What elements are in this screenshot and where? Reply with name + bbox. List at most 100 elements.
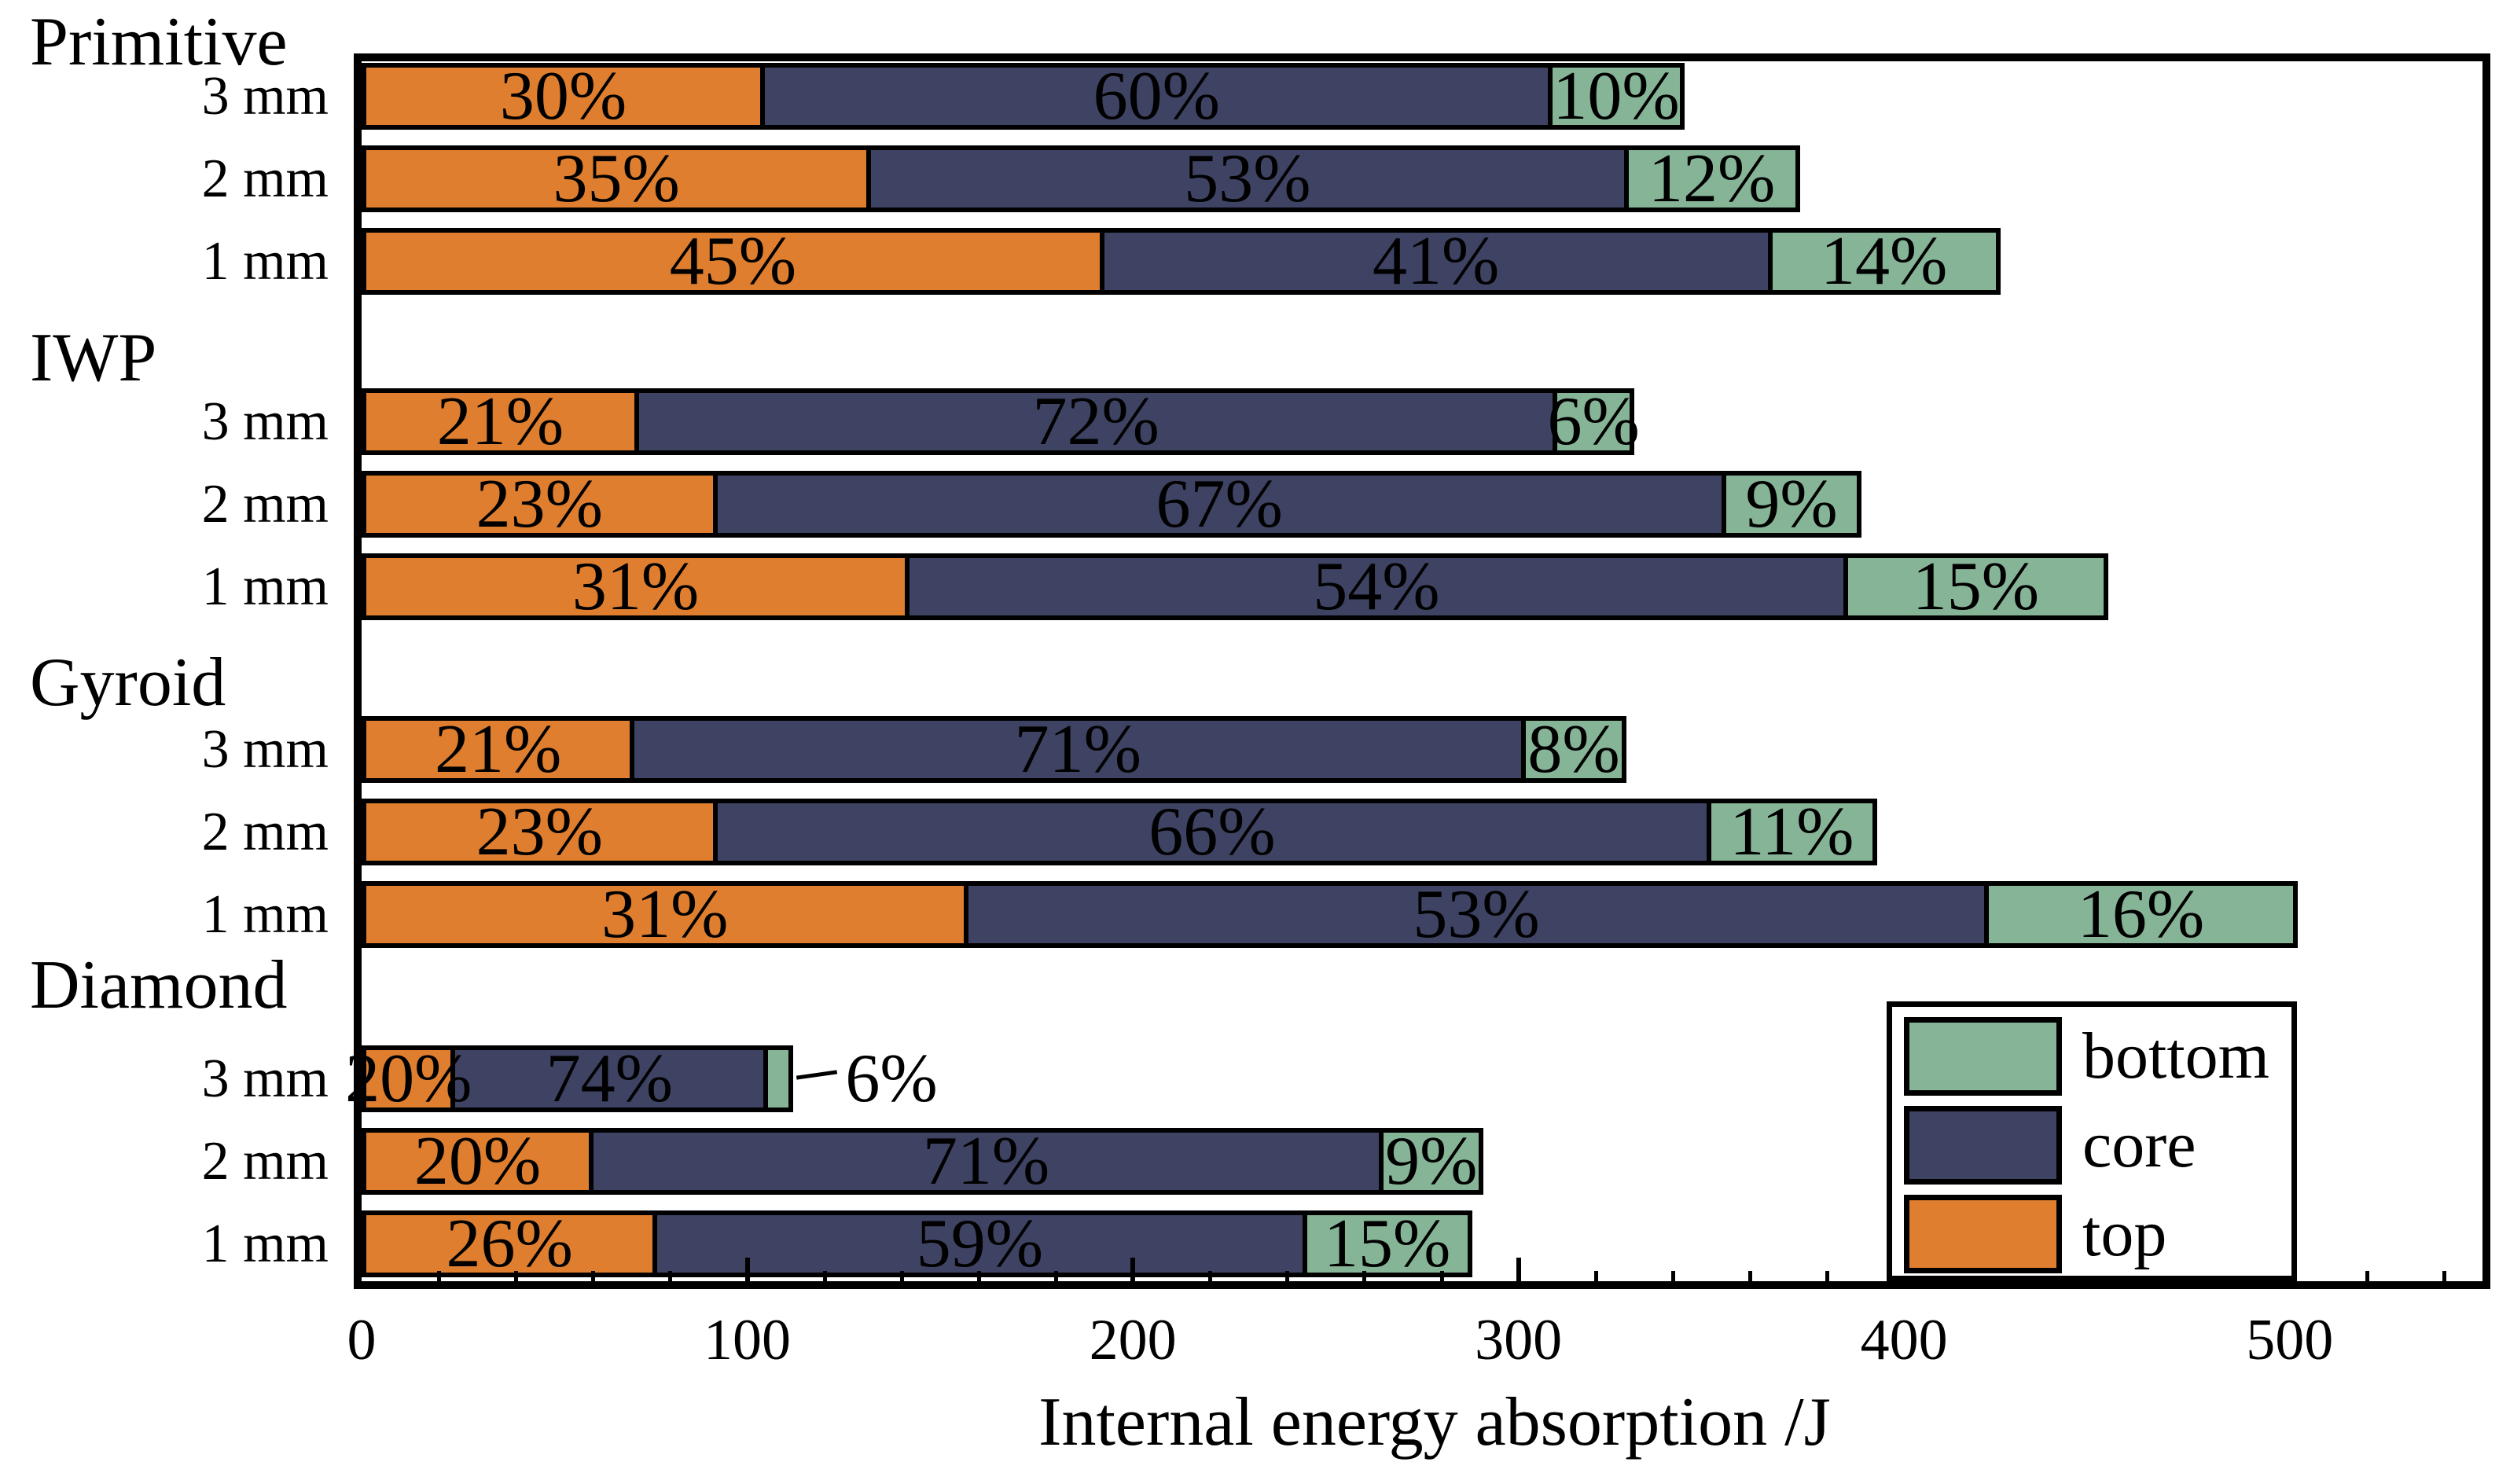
segment-top: 23%: [366, 469, 713, 538]
segment-percent-label: 74%: [546, 1040, 673, 1117]
x-axis-minor-tick: [976, 1271, 981, 1281]
segment-core: 67%: [712, 469, 1722, 538]
row-label: 3 mm: [201, 391, 329, 452]
segment-core: 72%: [634, 387, 1553, 456]
segment-top: 20%: [345, 1044, 472, 1113]
segment-bottom: 9%: [1379, 1126, 1479, 1196]
segment-percent-label: 11%: [1729, 793, 1854, 870]
bar-diamond-3mm: 20% 74%: [345, 1044, 794, 1113]
x-axis-major-tick: [1516, 1258, 1521, 1281]
segment-percent-label: 8%: [1527, 711, 1620, 788]
legend-label-core: core: [2082, 1108, 2196, 1181]
x-axis-minor-tick: [1439, 1271, 1444, 1281]
segment-percent-label: 31%: [601, 876, 729, 953]
x-axis-title: Internal energy absorption /J: [1038, 1384, 1831, 1460]
segment-percent-label: 71%: [1014, 711, 1141, 788]
x-axis-minor-tick: [1053, 1271, 1058, 1281]
row-label: 1 mm: [201, 1214, 329, 1274]
segment-bottom: 6%: [1547, 387, 1639, 456]
segment-percent-label: 12%: [1648, 140, 1776, 217]
bar-diamond-1mm: 26% 59% 15%: [362, 1205, 1472, 1282]
x-axis-tick-label: 300: [1475, 1308, 1563, 1372]
legend-label-top: top: [2082, 1197, 2167, 1270]
x-axis-tick-label: 400: [1860, 1308, 1948, 1372]
row-label: 2 mm: [201, 1131, 329, 1192]
bar-primitive-2mm: 35% 53% 12%: [362, 140, 1800, 217]
segment-percent-label: 41%: [1373, 222, 1500, 299]
legend-swatch-top: [1904, 1195, 2062, 1273]
segment-percent-label: 6%: [1547, 383, 1640, 460]
segment-percent-label: 9%: [1745, 465, 1838, 542]
segment-percent-label: 14%: [1821, 222, 1948, 299]
legend: bottom core top: [1887, 1001, 2297, 1281]
row-label: 3 mm: [201, 66, 329, 127]
segment-percent-label: 72%: [1032, 383, 1159, 460]
x-axis-minor-tick: [668, 1271, 673, 1281]
segment-bottom: 8%: [1521, 714, 1622, 784]
row-label: 2 mm: [201, 802, 329, 862]
x-axis-minor-tick: [1593, 1271, 1598, 1281]
segment-bottom: 14%: [1767, 226, 1996, 296]
segment-percent-label: 35%: [553, 140, 680, 217]
segment-bottom: 11%: [1707, 797, 1872, 866]
segment-bottom: [763, 1050, 789, 1107]
segment-bottom: 9%: [1721, 469, 1858, 538]
bar-diamond-2mm: 20% 71% 9%: [362, 1126, 1484, 1196]
segment-top: 21%: [366, 387, 634, 456]
x-axis-tick-label: 100: [704, 1308, 792, 1372]
bar-gyroid-1mm: 31% 53% 16%: [362, 876, 2298, 953]
segment-top: 23%: [366, 797, 713, 866]
segment-percent-label: 67%: [1156, 465, 1283, 542]
bar-gyroid-3mm: 21% 71% 8%: [362, 711, 1626, 788]
segment-percent-label: 16%: [2077, 876, 2205, 953]
segment-top: 20%: [366, 1126, 590, 1196]
x-axis-minor-tick: [899, 1271, 904, 1281]
legend-swatch-core: [1904, 1106, 2062, 1185]
x-axis-tick-label: 0: [347, 1308, 377, 1372]
plot-area: 30% 60% 10% 35% 53% 12% 45% 41% 14% 21% 72% 6% 23% 67…: [345, 53, 2490, 1289]
segment-core: 53%: [963, 880, 1985, 949]
segment-core: 60%: [760, 61, 1549, 130]
segment-top: 35%: [366, 144, 867, 213]
group-label-iwp: IWP: [30, 320, 157, 396]
x-axis-minor-tick: [514, 1271, 519, 1281]
row-label: 3 mm: [201, 719, 329, 780]
segment-bottom: 15%: [1302, 1209, 1468, 1278]
segment-percent-label: 30%: [499, 57, 627, 134]
bar-primitive-1mm: 45% 41% 14%: [362, 222, 2001, 299]
segment-percent-label: 59%: [916, 1205, 1044, 1282]
row-label: 1 mm: [201, 556, 329, 617]
segment-percent-label: 9%: [1385, 1122, 1478, 1199]
segment-percent-label: 66%: [1148, 793, 1276, 870]
segment-top: 26%: [366, 1209, 653, 1278]
row-label: 2 mm: [201, 474, 329, 534]
x-axis-tick-label: 200: [1089, 1308, 1177, 1372]
segment-bottom: 16%: [1984, 880, 2293, 949]
legend-label-bottom: bottom: [2082, 1019, 2270, 1093]
segment-top: 30%: [366, 61, 761, 130]
segment-percent-label: 15%: [1324, 1205, 1451, 1282]
segment-core: 74%: [450, 1044, 764, 1113]
row-label: 1 mm: [201, 884, 329, 945]
segment-percent-label: 53%: [1413, 876, 1540, 953]
segment-percent-label: 71%: [922, 1122, 1050, 1199]
segment-top: 21%: [366, 714, 630, 784]
segment-percent-label: 45%: [669, 222, 797, 299]
segment-core: 54%: [905, 552, 1843, 621]
row-label: 3 mm: [201, 1049, 329, 1109]
segment-core: 53%: [866, 144, 1624, 213]
x-axis-minor-tick: [437, 1271, 442, 1281]
group-label-diamond: Diamond: [30, 947, 288, 1023]
x-axis-minor-tick: [1208, 1271, 1213, 1281]
segment-percent-label: 23%: [476, 793, 603, 870]
bar-primitive-3mm: 30% 60% 10%: [362, 61, 1685, 130]
segment-percent-label: 21%: [436, 383, 564, 460]
segment-core: 66%: [712, 797, 1707, 866]
row-label: 1 mm: [201, 231, 329, 292]
callout-percent-label: 6%: [845, 1040, 938, 1117]
x-axis-minor-tick: [591, 1271, 596, 1281]
segment-core: 71%: [589, 1126, 1380, 1196]
x-axis-minor-tick: [1362, 1271, 1367, 1281]
segment-percent-label: 26%: [446, 1205, 573, 1282]
